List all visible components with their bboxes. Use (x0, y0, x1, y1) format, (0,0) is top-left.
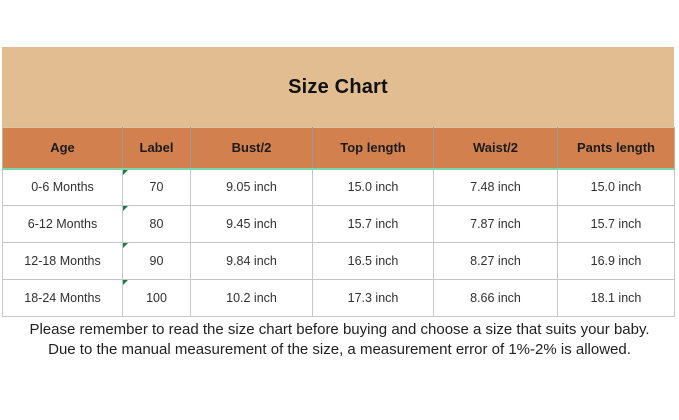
cell-corner-flag-icon (123, 169, 128, 175)
waist-cell: 8.27 inch (433, 242, 558, 280)
note-line: Please remember to read the size chart b… (29, 321, 650, 338)
age-cell: 6-12 Months (2, 205, 123, 243)
table-row: 18-24 Months 100 10.2 inch 17.3 inch 8.6… (2, 279, 675, 317)
table-row: 6-12 Months 80 9.45 inch 15.7 inch 7.87 … (2, 205, 675, 243)
age-cell: 0-6 Months (2, 168, 123, 206)
table-row: 12-18 Months 90 9.84 inch 16.5 inch 8.27… (2, 242, 675, 280)
column-header-label: Label (122, 127, 191, 170)
header-row: Age Label Bust/2 Top length Waist/2 Pant… (2, 127, 675, 170)
column-header-pants-length: Pants length (557, 127, 675, 170)
pants-length-cell: 16.9 inch (557, 242, 675, 280)
bust-cell: 10.2 inch (190, 279, 313, 317)
pants-length-cell: 15.7 inch (557, 205, 675, 243)
note-line: Due to the manual measurement of the siz… (48, 341, 631, 358)
top-length-cell: 16.5 inch (312, 242, 434, 280)
top-length-cell: 15.7 inch (312, 205, 434, 243)
age-cell: 12-18 Months (2, 242, 123, 280)
top-length-cell: 17.3 inch (312, 279, 434, 317)
size-chart-table: Age Label Bust/2 Top length Waist/2 Pant… (2, 127, 675, 317)
label-value: 100 (146, 291, 167, 305)
waist-cell: 7.87 inch (433, 205, 558, 243)
pants-length-cell: 15.0 inch (557, 168, 675, 206)
bust-cell: 9.05 inch (190, 168, 313, 206)
label-cell: 100 (122, 279, 191, 317)
cell-corner-flag-icon (123, 280, 128, 285)
title-band: Size Chart (2, 47, 674, 127)
pants-length-cell: 18.1 inch (557, 279, 675, 317)
table-row: 0-6 Months 70 9.05 inch 15.0 inch 7.48 i… (2, 168, 675, 206)
column-header-bust: Bust/2 (190, 127, 313, 170)
top-length-cell: 15.0 inch (312, 168, 434, 206)
age-cell: 18-24 Months (2, 279, 123, 317)
cell-corner-flag-icon (123, 243, 128, 248)
column-header-waist: Waist/2 (433, 127, 558, 170)
label-cell: 90 (122, 242, 191, 280)
label-cell: 80 (122, 205, 191, 243)
label-cell: 70 (122, 168, 191, 206)
cell-corner-flag-icon (123, 206, 128, 211)
label-value: 90 (149, 254, 164, 268)
page-title: Size Chart (288, 75, 388, 98)
label-value: 70 (149, 180, 164, 195)
label-value: 80 (149, 217, 164, 231)
notes-block: Please remember to read the size chart b… (0, 320, 679, 360)
column-header-top-length: Top length (312, 127, 434, 170)
bust-cell: 9.45 inch (190, 205, 313, 243)
waist-cell: 8.66 inch (433, 279, 558, 317)
bust-cell: 9.84 inch (190, 242, 313, 280)
waist-cell: 7.48 inch (433, 168, 558, 206)
column-header-age: Age (2, 127, 123, 170)
